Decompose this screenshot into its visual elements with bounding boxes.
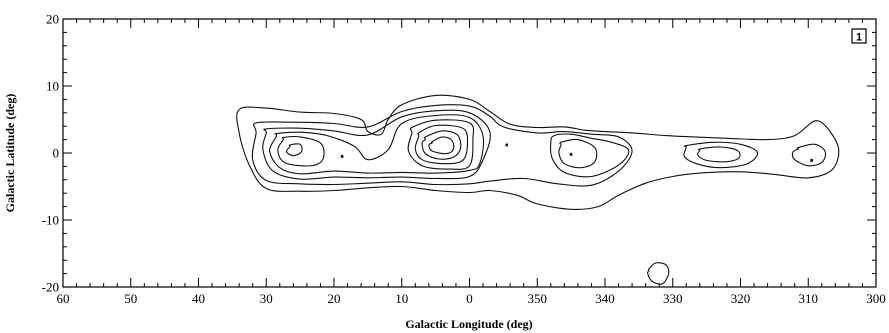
x-tick-label: 310 [799, 291, 819, 306]
contour-level-5 [407, 119, 475, 170]
contour-level-7 [421, 130, 462, 160]
peak-mark [810, 158, 814, 162]
contour-level-5 [277, 136, 325, 167]
x-tick-label: 30 [260, 291, 273, 306]
peak-mark [505, 143, 509, 147]
contour-level-6 [414, 124, 469, 165]
contour-level-3 [549, 133, 630, 178]
x-tick-label: 40 [192, 291, 205, 306]
y-tick-label: 20 [46, 12, 59, 27]
y-tick-label: -20 [42, 280, 59, 295]
y-tick-label: -10 [42, 213, 59, 228]
x-tick-label: 350 [528, 291, 548, 306]
peak-mark [340, 154, 344, 158]
ticks-layer [62, 18, 877, 288]
x-tick-label: 330 [663, 291, 683, 306]
contour-level-6 [286, 143, 303, 157]
contour-level-8 [428, 136, 455, 155]
panel-label: 1 [856, 32, 862, 44]
contour-level-3 [697, 146, 741, 163]
x-axis-label: Galactic Longitude (deg) [405, 317, 532, 331]
panel-label-box [851, 28, 867, 44]
x-tick-label: 10 [395, 291, 408, 306]
contour-level-3 [262, 109, 491, 180]
x-tick-labels: 60 50 40 30 20 10 0 350 340 330 320 310 300 [57, 291, 886, 306]
x-tick-label: 300 [866, 291, 886, 306]
y-tick-label: 0 [53, 146, 60, 161]
contours-layer [236, 94, 840, 285]
y-axis-label: Galactic Latitude (deg) [3, 94, 17, 213]
x-tick-label: 50 [124, 291, 137, 306]
x-tick-label: 340 [595, 291, 615, 306]
contour-level-4 [558, 138, 598, 169]
x-tick-label: 60 [57, 291, 70, 306]
contour-level-2 [791, 143, 827, 167]
y-tick-labels: 20 10 0 -10 -20 [42, 12, 59, 295]
x-tick-label: 20 [328, 291, 341, 306]
peaks-layer [340, 143, 814, 162]
y-tick-label: 10 [46, 79, 59, 94]
contour-level-4 [269, 114, 485, 175]
contour-level-2 [251, 104, 633, 187]
peak-mark [569, 152, 573, 156]
contour-level-1 [236, 94, 840, 210]
x-tick-label: 0 [466, 291, 473, 306]
x-tick-label: 320 [731, 291, 751, 306]
panel-badge: 1 [851, 28, 867, 44]
contour-level-1 [647, 262, 670, 285]
contour-level-2 [683, 141, 759, 169]
plot-frame [62, 18, 877, 288]
